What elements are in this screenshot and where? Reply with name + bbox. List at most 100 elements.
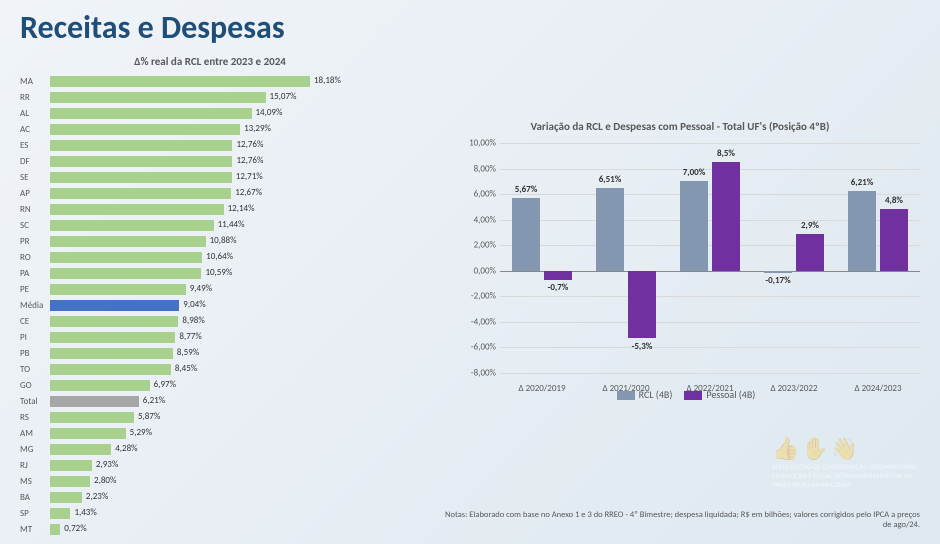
bar-track: 12,76% bbox=[50, 156, 400, 167]
bar-label: RO bbox=[20, 252, 50, 263]
bar-data-label: 5,67% bbox=[506, 184, 546, 195]
bar-data-label: -0,7% bbox=[538, 282, 578, 293]
bar-row: RO10,64% bbox=[20, 250, 400, 266]
gridline bbox=[500, 296, 920, 297]
bar-value: 8,45% bbox=[175, 363, 197, 374]
grouped-bar bbox=[880, 209, 908, 270]
grouped-bar bbox=[544, 271, 572, 280]
bar-fill: 8,59% bbox=[50, 348, 173, 359]
grouped-bar bbox=[628, 271, 656, 339]
bar-track: 6,21% bbox=[50, 396, 400, 407]
bar-fill: 0,72% bbox=[50, 524, 60, 535]
bar-value: 4,28% bbox=[115, 443, 137, 454]
bar-track: 8,77% bbox=[50, 332, 400, 343]
bar-data-label: 6,51% bbox=[590, 174, 630, 185]
grouped-bar bbox=[680, 181, 708, 270]
bar-track: 0,72% bbox=[50, 524, 400, 535]
bar-label: PE bbox=[20, 284, 50, 295]
bar-fill: 6,97% bbox=[50, 380, 150, 391]
bar-data-label: -5,3% bbox=[622, 341, 662, 352]
bar-row: Total6,21% bbox=[20, 394, 400, 410]
bar-row: RN12,14% bbox=[20, 202, 400, 218]
bar-fill: 12,76% bbox=[50, 140, 232, 151]
bar-value: 18,18% bbox=[314, 75, 341, 86]
gridline bbox=[500, 347, 920, 348]
bar-label: Média bbox=[20, 300, 50, 311]
bar-data-label: 2,9% bbox=[790, 220, 830, 231]
bar-label: AL bbox=[20, 108, 50, 119]
bar-track: 12,14% bbox=[50, 204, 400, 215]
bar-value: 6,21% bbox=[143, 395, 165, 406]
bar-track: 2,23% bbox=[50, 492, 400, 503]
gridline bbox=[500, 373, 920, 374]
bar-value: 5,29% bbox=[130, 427, 152, 438]
bar-label: CE bbox=[20, 316, 50, 327]
bar-label: MS bbox=[20, 476, 50, 487]
bar-fill: 12,76% bbox=[50, 156, 232, 167]
bar-fill: 6,21% bbox=[50, 396, 139, 407]
legend-swatch bbox=[684, 391, 702, 400]
gridline bbox=[500, 322, 920, 323]
bar-row: MG4,28% bbox=[20, 442, 400, 458]
bar-fill: 11,44% bbox=[50, 220, 214, 231]
bar-data-label: 7,00% bbox=[674, 167, 714, 178]
bar-fill: 18,18% bbox=[50, 76, 310, 87]
grouped-bar bbox=[712, 162, 740, 271]
chart1-title: Δ% real da RCL entre 2023 e 2024 bbox=[20, 55, 400, 68]
bar-label: PB bbox=[20, 348, 50, 359]
bar-track: 8,59% bbox=[50, 348, 400, 359]
bar-label: PI bbox=[20, 332, 50, 343]
grouped-bar bbox=[796, 234, 824, 271]
bar-value: 5,87% bbox=[138, 411, 160, 422]
bar-label: MA bbox=[20, 76, 50, 87]
bar-label: RS bbox=[20, 412, 50, 423]
legend-label: Pessoal (4B) bbox=[706, 388, 755, 401]
y-tick-label: -8,00% bbox=[458, 368, 496, 379]
bar-fill: 15,07% bbox=[50, 92, 266, 103]
bar-track: 8,98% bbox=[50, 316, 400, 327]
bar-label: TO bbox=[20, 364, 50, 375]
bar-value: 12,71% bbox=[236, 171, 263, 182]
grouped-bar bbox=[848, 191, 876, 270]
bar-label: DF bbox=[20, 156, 50, 167]
bar-row: ES12,76% bbox=[20, 138, 400, 154]
bar-value: 10,59% bbox=[205, 267, 232, 278]
bar-track: 2,93% bbox=[50, 460, 400, 471]
bar-track: 5,87% bbox=[50, 412, 400, 423]
grouped-bar-plot: -8,00%-6,00%-4,00%-2,00%0,00%2,00%4,00%6… bbox=[460, 143, 920, 373]
event-logo: 👍✋👋 XI ENCONTRO DE COORDENAÇÃO ORÇAMENTÁ… bbox=[772, 435, 932, 489]
bar-value: 2,80% bbox=[94, 475, 116, 486]
bar-row: MT0,72% bbox=[20, 522, 400, 538]
bar-value: 6,97% bbox=[154, 379, 176, 390]
bar-label: AP bbox=[20, 188, 50, 199]
bar-data-label: 6,21% bbox=[842, 177, 882, 188]
bar-row: SE12,71% bbox=[20, 170, 400, 186]
bar-row: RR15,07% bbox=[20, 90, 400, 106]
bar-row: SP1,43% bbox=[20, 506, 400, 522]
bar-row: PR10,88% bbox=[20, 234, 400, 250]
bar-fill: 9,49% bbox=[50, 284, 186, 295]
bar-track: 1,43% bbox=[50, 508, 400, 519]
bar-row: PA10,59% bbox=[20, 266, 400, 282]
bar-label: AC bbox=[20, 124, 50, 135]
bar-track: 18,18% bbox=[50, 76, 400, 87]
bar-track: 10,64% bbox=[50, 252, 400, 263]
bar-value: 0,72% bbox=[64, 523, 86, 534]
bar-fill: 2,93% bbox=[50, 460, 92, 471]
bar-value: 12,67% bbox=[235, 187, 262, 198]
bar-label: Total bbox=[20, 396, 50, 407]
footnote: Notas: Elaborado com base no Anexo 1 e 3… bbox=[440, 510, 920, 530]
bar-track: 4,28% bbox=[50, 444, 400, 455]
bar-value: 8,59% bbox=[177, 347, 199, 358]
bar-fill: 8,98% bbox=[50, 316, 178, 327]
bar-fill: 13,29% bbox=[50, 124, 240, 135]
bar-row: AL 14,09% bbox=[20, 106, 400, 122]
bar-data-label: 8,5% bbox=[706, 148, 746, 159]
bar-row: AC13,29% bbox=[20, 122, 400, 138]
bar-label: MT bbox=[20, 524, 50, 535]
bar-value: 12,76% bbox=[236, 139, 263, 150]
bar-value: 14,09% bbox=[256, 107, 283, 118]
bar-data-label: 4,8% bbox=[874, 195, 914, 206]
bar-value: 9,04% bbox=[183, 299, 205, 310]
y-tick-label: -4,00% bbox=[458, 316, 496, 327]
